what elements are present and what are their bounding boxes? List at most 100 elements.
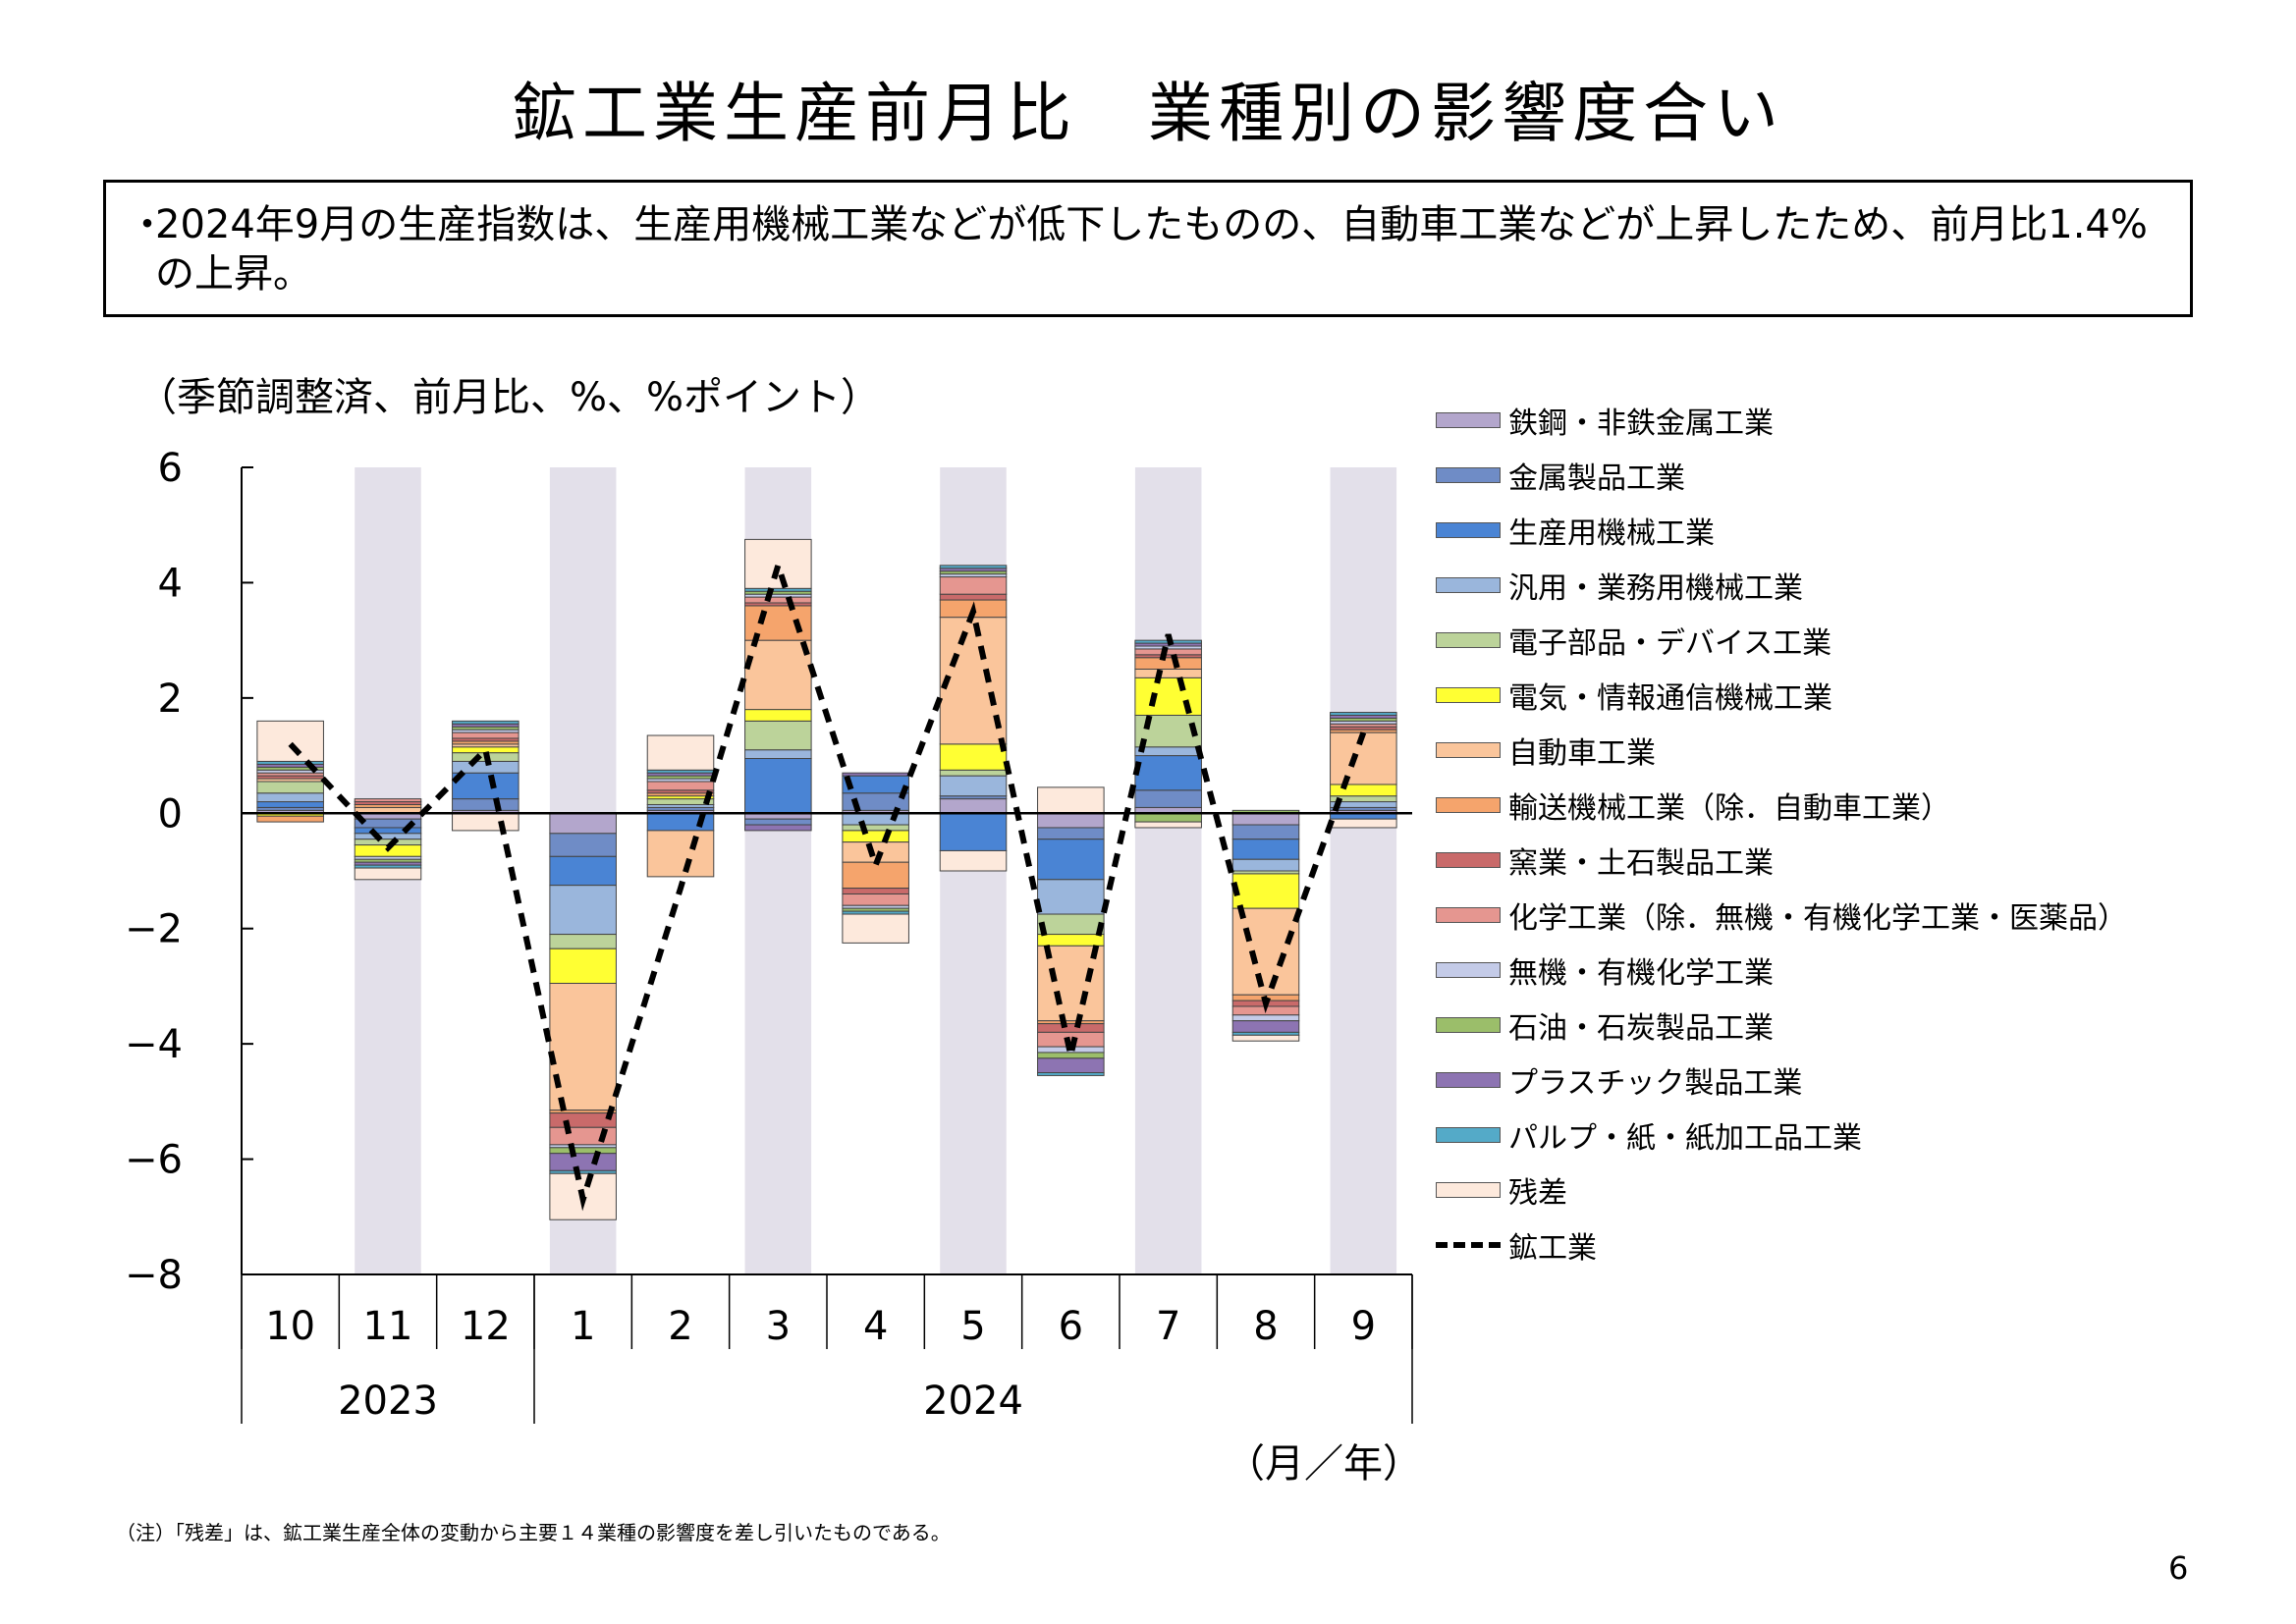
year-label-0: 2023 <box>338 1379 438 1424</box>
legend-swatch <box>1436 1072 1501 1088</box>
bar-segment-12-10 <box>1231 1020 1300 1033</box>
bar-segment-6-4 <box>646 830 715 878</box>
legend-swatch <box>1436 962 1501 978</box>
bar-segment-9-1 <box>354 798 422 803</box>
bar-segment-14-1 <box>354 867 422 881</box>
legend-swatch <box>1436 907 1501 923</box>
summary-bullet: ・ <box>128 202 167 247</box>
bar-segment-4-5 <box>744 720 812 751</box>
bar-segment-13-2 <box>452 720 519 725</box>
bar-segment-10-10 <box>1231 1014 1300 1022</box>
bar-segment-12-3 <box>549 1153 617 1171</box>
bar-segment-2-10 <box>1231 839 1300 860</box>
x-tick-label-7: 5 <box>960 1304 985 1349</box>
bar-segment-6-5 <box>744 639 812 711</box>
bar-segment-14-9 <box>1134 821 1202 829</box>
bar-segment-2-0 <box>256 801 324 808</box>
legend-label: 電子部品・デバイス工業 <box>1508 626 1832 661</box>
bar-segment-9-6 <box>842 893 909 906</box>
bar-segment-11-3 <box>549 1147 617 1155</box>
bar-segment-1-3 <box>549 833 617 857</box>
legend-label: 生産用機械工業 <box>1508 516 1715 551</box>
bar-segment-14-0 <box>256 720 324 762</box>
legend-item-14: 残差 <box>1436 1170 1567 1211</box>
legend-swatch <box>1436 797 1501 813</box>
legend-label: 鉄鋼・非鉄金属工業 <box>1508 406 1774 441</box>
x-tick-label-8: 6 <box>1059 1304 1083 1349</box>
x-tick-label-5: 3 <box>766 1304 791 1349</box>
bar-segment-3-7 <box>939 775 1008 797</box>
y-tick-label-4: −2 <box>125 907 183 952</box>
bar-segment-7-9 <box>1134 657 1202 670</box>
bar-segment-5-6 <box>842 830 909 843</box>
legend-item-1: 金属製品工業 <box>1436 456 1685 496</box>
legend-item-0: 鉄鋼・非鉄金属工業 <box>1436 401 1774 441</box>
total-line-path <box>288 555 1367 1212</box>
legend-swatch <box>1436 1242 1501 1248</box>
legend-swatch <box>1436 522 1501 538</box>
bar-segment-4-0 <box>256 781 324 794</box>
bar-segment-1-9 <box>1134 789 1202 808</box>
legend-swatch <box>1436 852 1501 868</box>
bar-segment-2-5 <box>744 758 812 814</box>
legend-label: プラスチック製品工業 <box>1508 1066 1803 1101</box>
x-tick-label-11: 9 <box>1351 1304 1376 1349</box>
legend-item-9: 化学工業（除．無機・有機化学工業・医薬品） <box>1436 895 2127 936</box>
legend-swatch <box>1436 577 1501 593</box>
legend-item-13: パルプ・紙・紙加工品工業 <box>1436 1115 1862 1156</box>
legend-item-7: 輸送機械工業（除．自動車工業） <box>1436 785 1950 826</box>
bar-segment-7-0 <box>256 815 324 823</box>
shade-band-9 <box>1134 467 1202 1274</box>
bar-segment-3-5 <box>744 749 812 760</box>
legend-swatch <box>1436 1182 1501 1198</box>
bar-segment-0-10 <box>1231 812 1300 826</box>
bar-segment-1-2 <box>452 798 519 811</box>
shade-band-11 <box>1330 467 1397 1274</box>
legend-item-10: 無機・有機化学工業 <box>1436 950 1774 991</box>
legend-label: 金属製品工業 <box>1508 461 1685 496</box>
bar-segment-2-3 <box>549 855 617 887</box>
legend-label: 化学工業（除．無機・有機化学工業・医薬品） <box>1508 901 2127 936</box>
bar-segment-14-5 <box>744 538 812 589</box>
y-tick-label-7: −8 <box>125 1253 183 1298</box>
bar-segment-4-3 <box>549 934 617 949</box>
bar-segment-9-5 <box>744 596 812 604</box>
legend-item-12: プラスチック製品工業 <box>1436 1060 1803 1101</box>
y-tick-label-0: 6 <box>158 446 183 491</box>
bar-segment-4-7 <box>939 769 1008 777</box>
legend-item-8: 窯業・土石製品工業 <box>1436 840 1774 881</box>
bar-segment-14-6 <box>842 913 909 944</box>
y-tick-label-6: −6 <box>125 1138 183 1183</box>
bar-segment-9-2 <box>452 731 519 739</box>
y-tick-label-3: 0 <box>158 791 183 837</box>
bar-segment-5-7 <box>939 743 1008 771</box>
legend-label: パルプ・紙・紙加工品工業 <box>1508 1121 1862 1156</box>
legend-item-2: 生産用機械工業 <box>1436 511 1715 551</box>
bars <box>256 538 1397 1220</box>
bar-segment-5-9 <box>1134 677 1202 716</box>
legend-label: 石油・石炭製品工業 <box>1508 1011 1774 1046</box>
bar-segment-14-11 <box>1330 818 1397 829</box>
axes <box>241 466 1413 1424</box>
bar-segment-4-8 <box>1037 913 1105 936</box>
legend-swatch <box>1436 467 1501 483</box>
legend-swatch <box>1436 412 1501 428</box>
total-line <box>288 555 1367 1212</box>
bar-segment-5-11 <box>1330 784 1397 797</box>
bar-segment-6-10 <box>1231 907 1300 996</box>
bar-segment-13-11 <box>1330 712 1397 716</box>
bar-segment-3-6 <box>842 812 909 826</box>
x-tick-label-2: 12 <box>461 1304 511 1349</box>
bar-segment-0-8 <box>1037 812 1105 829</box>
axis-unit-label: （月／年） <box>1226 1441 1422 1487</box>
bar-segment-0-7 <box>939 798 1008 814</box>
y-tick-label-5: −4 <box>125 1022 183 1067</box>
y-tick-label-2: 2 <box>158 677 183 722</box>
footnote: （注）「残差」は、鉱工業生産全体の変動から主要１４業種の影響度を差し引いたもので… <box>116 1521 951 1544</box>
bar-segment-3-0 <box>256 792 324 803</box>
x-tick-label-6: 4 <box>863 1304 888 1349</box>
legend-swatch <box>1436 1017 1501 1033</box>
summary-text: 2024年9月の生産指数は、生産用機械工業などが低下したものの、自動車工業などが… <box>155 202 2148 297</box>
bar-segment-14-7 <box>939 849 1008 872</box>
